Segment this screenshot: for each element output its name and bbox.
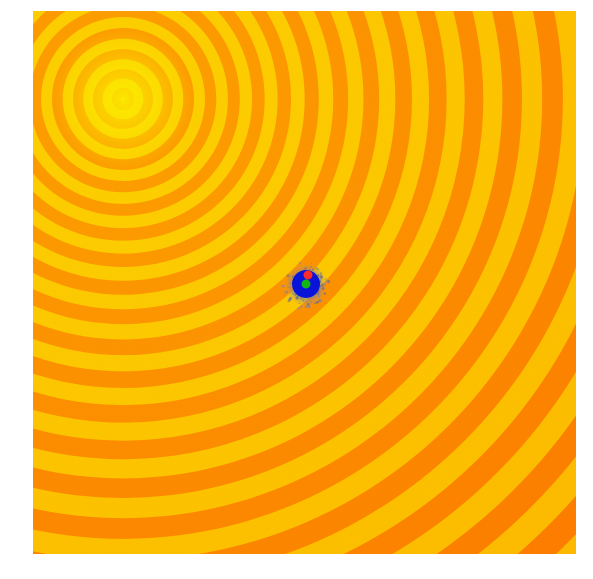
speckle xyxy=(317,294,321,298)
speckle xyxy=(285,291,288,294)
speckle xyxy=(310,301,313,304)
speckle xyxy=(324,277,328,280)
speckle xyxy=(288,279,290,281)
speckle xyxy=(304,267,307,270)
speckle xyxy=(288,274,291,278)
speckle xyxy=(307,305,311,309)
speckle xyxy=(318,298,322,303)
blue-particle-cluster[interactable] xyxy=(281,262,331,310)
speckle xyxy=(300,297,303,300)
speckle xyxy=(320,283,324,287)
speckle xyxy=(321,288,324,291)
speckle xyxy=(302,299,305,302)
speckle xyxy=(319,275,323,279)
speckle xyxy=(292,292,296,295)
speckle xyxy=(287,286,289,288)
speckle xyxy=(304,300,308,303)
speckle xyxy=(315,267,318,270)
speckle xyxy=(314,296,316,299)
red-marker xyxy=(303,270,313,280)
speckle xyxy=(298,262,302,265)
speckle xyxy=(319,274,321,276)
speckle xyxy=(315,301,319,304)
ring-pattern-canvas[interactable] xyxy=(33,11,576,554)
speckle xyxy=(295,296,299,300)
speckle xyxy=(313,302,316,305)
speckle xyxy=(318,277,323,281)
speckle xyxy=(316,268,320,271)
speckle xyxy=(320,272,322,275)
speckle xyxy=(310,262,313,264)
speckle xyxy=(283,293,285,295)
speckle xyxy=(317,292,320,295)
speckle xyxy=(294,293,297,296)
speckle xyxy=(297,306,301,310)
speckle xyxy=(300,305,303,308)
speckle xyxy=(310,265,312,268)
speckle xyxy=(319,285,322,288)
speckle xyxy=(283,290,286,293)
speckle xyxy=(281,284,285,288)
speckle xyxy=(323,292,326,295)
ring-pattern-svg xyxy=(33,11,576,554)
speckle xyxy=(321,286,325,290)
speckle xyxy=(323,282,326,285)
green-marker xyxy=(301,279,311,289)
speckle xyxy=(298,302,300,304)
speckle xyxy=(324,284,326,286)
speckle xyxy=(286,274,290,278)
speckle xyxy=(289,299,292,301)
speckle xyxy=(289,282,292,284)
speckle xyxy=(306,304,309,308)
speckle xyxy=(306,266,308,268)
speckle xyxy=(318,299,321,303)
speckle xyxy=(288,298,290,301)
speckle xyxy=(325,279,329,284)
speckle xyxy=(289,286,291,288)
speckle xyxy=(312,268,315,271)
